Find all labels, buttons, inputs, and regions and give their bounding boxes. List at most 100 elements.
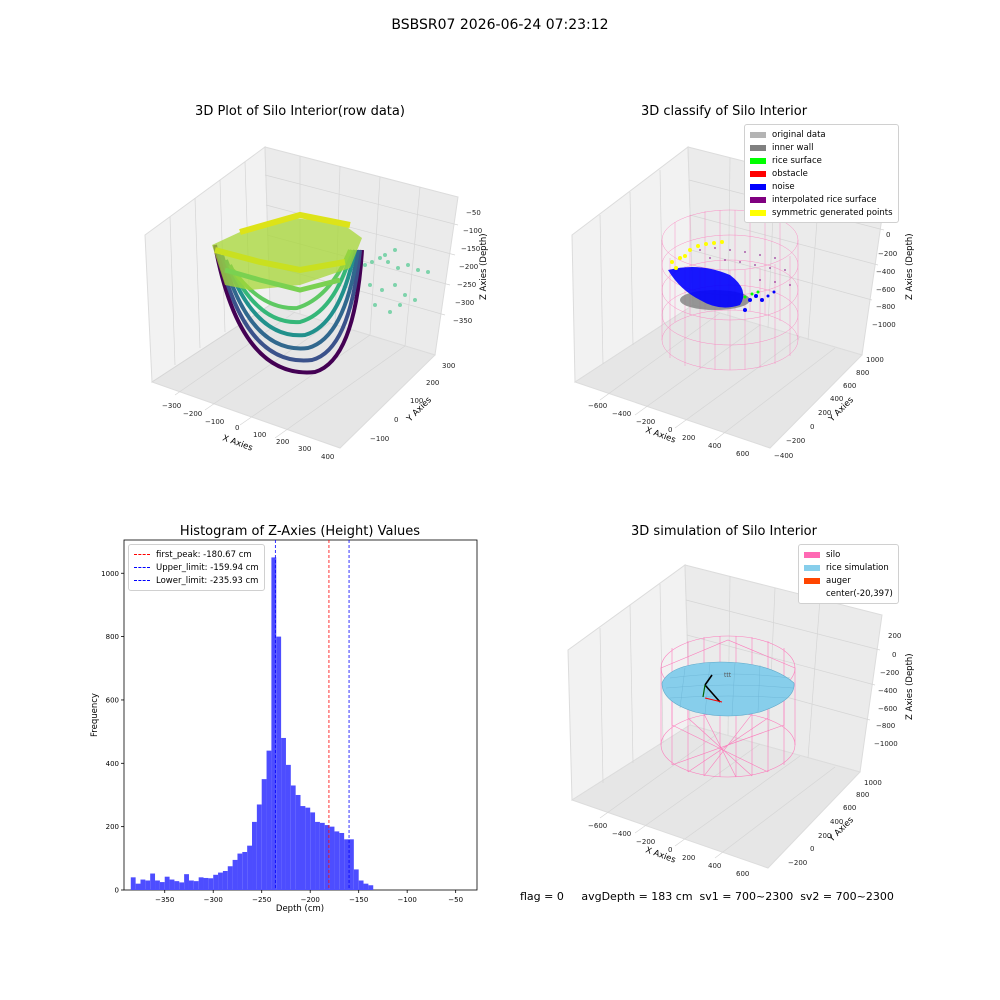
p4-xtick-5: 400 [708,862,721,870]
histogram-xtick-label: −300 [204,896,223,904]
p4-ztick-4: −600 [878,705,897,713]
legend-label: rice surface [772,155,822,166]
histogram-xticks: −350 −300 −250 −200 −150 −100 −50 [155,890,463,904]
panel1-title: 3D Plot of Silo Interior(row data) [195,104,405,119]
histogram-bar [276,636,282,890]
p4-ztick-6: −1000 [874,740,898,748]
p2-ytick-3: 200 [818,409,831,417]
p1-xtick-2: −100 [205,418,224,426]
legend-item-center: center(-20,397) [804,587,893,600]
legend-label: Lower_limit: -235.93 cm [156,575,259,586]
legend-item-inner-wall: inner wall [750,141,893,154]
legend-item-rice-simulation: rice simulation [804,561,893,574]
p4-xtick-6: 600 [736,870,749,878]
p1-ztick-5: −300 [455,299,474,307]
p4-ytick-1: 0 [810,845,814,853]
histogram-bar [310,812,316,890]
histogram-ytick-label: 0 [115,887,119,895]
histogram-bar [150,873,156,890]
legend-line [134,567,150,568]
p4-zlabel: Z Axies (Depth) [905,653,915,720]
legend-label: noise [772,181,795,192]
histogram-bar [145,880,151,890]
histogram-bar [140,879,146,890]
p1-ztick-3: −200 [459,263,478,271]
p2-xtick-6: 600 [736,450,749,458]
p2-ztick-2: −200 [878,250,897,258]
legend-label: interpolated rice surface [772,194,877,205]
panel4-3d-plot[interactable]: ttt −600 −400 −200 0 200 400 600 −200 0 … [500,500,1000,900]
p1-xlabel: X Axies [221,433,254,453]
histogram-bar [261,779,267,890]
legend-label: inner wall [772,142,814,153]
histogram-chart[interactable]: −350 −300 −250 −200 −150 −100 −50 0 200 400 600 80… [0,500,500,1000]
p4-ytick-0: −200 [788,859,807,867]
p4-ytick-6: 1000 [864,779,882,787]
legend-line [134,554,150,555]
panel1-surface [212,211,430,375]
histogram-bar [218,872,223,890]
histogram-bar [179,882,185,890]
p2-xtick-2: −200 [636,418,655,426]
legend-item-silo: silo [804,548,893,561]
p2-xtick-4: 200 [682,434,695,442]
histogram-bar [242,851,248,890]
panel4-rice-surface [661,661,795,717]
histogram-bar [256,804,262,890]
histogram-xtick-label: −100 [398,896,417,904]
histogram-bar [247,845,253,890]
auger-icon: ttt [702,672,732,703]
histogram-bar [348,839,354,890]
p4-ytick-4: 600 [843,804,856,812]
legend-label: Upper_limit: -159.94 cm [156,562,259,573]
figure-title: BSBSR07 2026-06-24 07:23:12 [391,17,609,33]
p1-ztick-4: −250 [457,281,476,289]
histogram-bar [232,859,238,890]
status-footer: flag = 0 avgDepth = 183 cm sv1 = 700~230… [520,890,894,903]
legend-item-lower-limit: Lower_limit: -235.93 cm [134,574,259,587]
legend-item-obstacle: obstacle [750,167,893,180]
histogram-bar [169,879,175,890]
panel1-3d-plot[interactable]: −300 −200 −100 0 100 200 300 400 −100 0 … [0,0,500,500]
p2-ytick-2: 0 [810,423,814,431]
p2-ztick-5: −800 [876,303,895,311]
histogram-bar [155,880,160,890]
histogram-bar [368,885,374,890]
p4-ytick-5: 800 [856,791,869,799]
p2-ztick-4: −600 [876,286,895,294]
histogram-bar [135,883,141,890]
histogram-bar [305,807,311,890]
histogram-bars [130,557,374,890]
p2-ztick-6: −1000 [872,321,896,329]
histogram-bar [227,866,233,890]
histogram-xtick-label: −350 [155,896,174,904]
histogram-xtick-label: −150 [349,896,368,904]
histogram-ytick-label: 800 [106,633,119,641]
p4-xtick-2: −200 [636,838,655,846]
histogram-bar [184,874,189,890]
histogram-bar [252,821,257,890]
legend-swatch [750,196,766,203]
p1-ztick-0: −50 [466,209,481,217]
legend-item-auger: auger [804,574,893,587]
p1-ztick-1: −100 [463,227,482,235]
histogram-vlines [274,540,350,890]
p1-xtick-7: 400 [321,453,334,461]
legend-swatch [750,144,766,151]
histogram-bar [159,882,165,890]
histogram-bar [213,874,219,890]
p1-xtick-5: 200 [276,438,289,446]
histogram-bar [164,876,170,890]
histogram-ytick-label: 400 [106,760,119,768]
panel2-3d-plot[interactable]: −600 −400 −200 0 200 400 600 −400 −200 0… [500,0,1000,500]
histogram-bar [334,831,340,890]
histogram-bar [174,881,180,890]
p1-ztick-6: −350 [453,317,472,325]
p1-xtick-1: −200 [183,410,202,418]
histogram-bar [193,881,199,890]
p4-xtick-1: −400 [612,830,631,838]
legend-swatch [804,591,820,597]
histogram-ylabel: Frequency [90,693,100,737]
p4-ztick-1: 0 [892,651,896,659]
p1-ytick-0: −100 [370,435,389,443]
